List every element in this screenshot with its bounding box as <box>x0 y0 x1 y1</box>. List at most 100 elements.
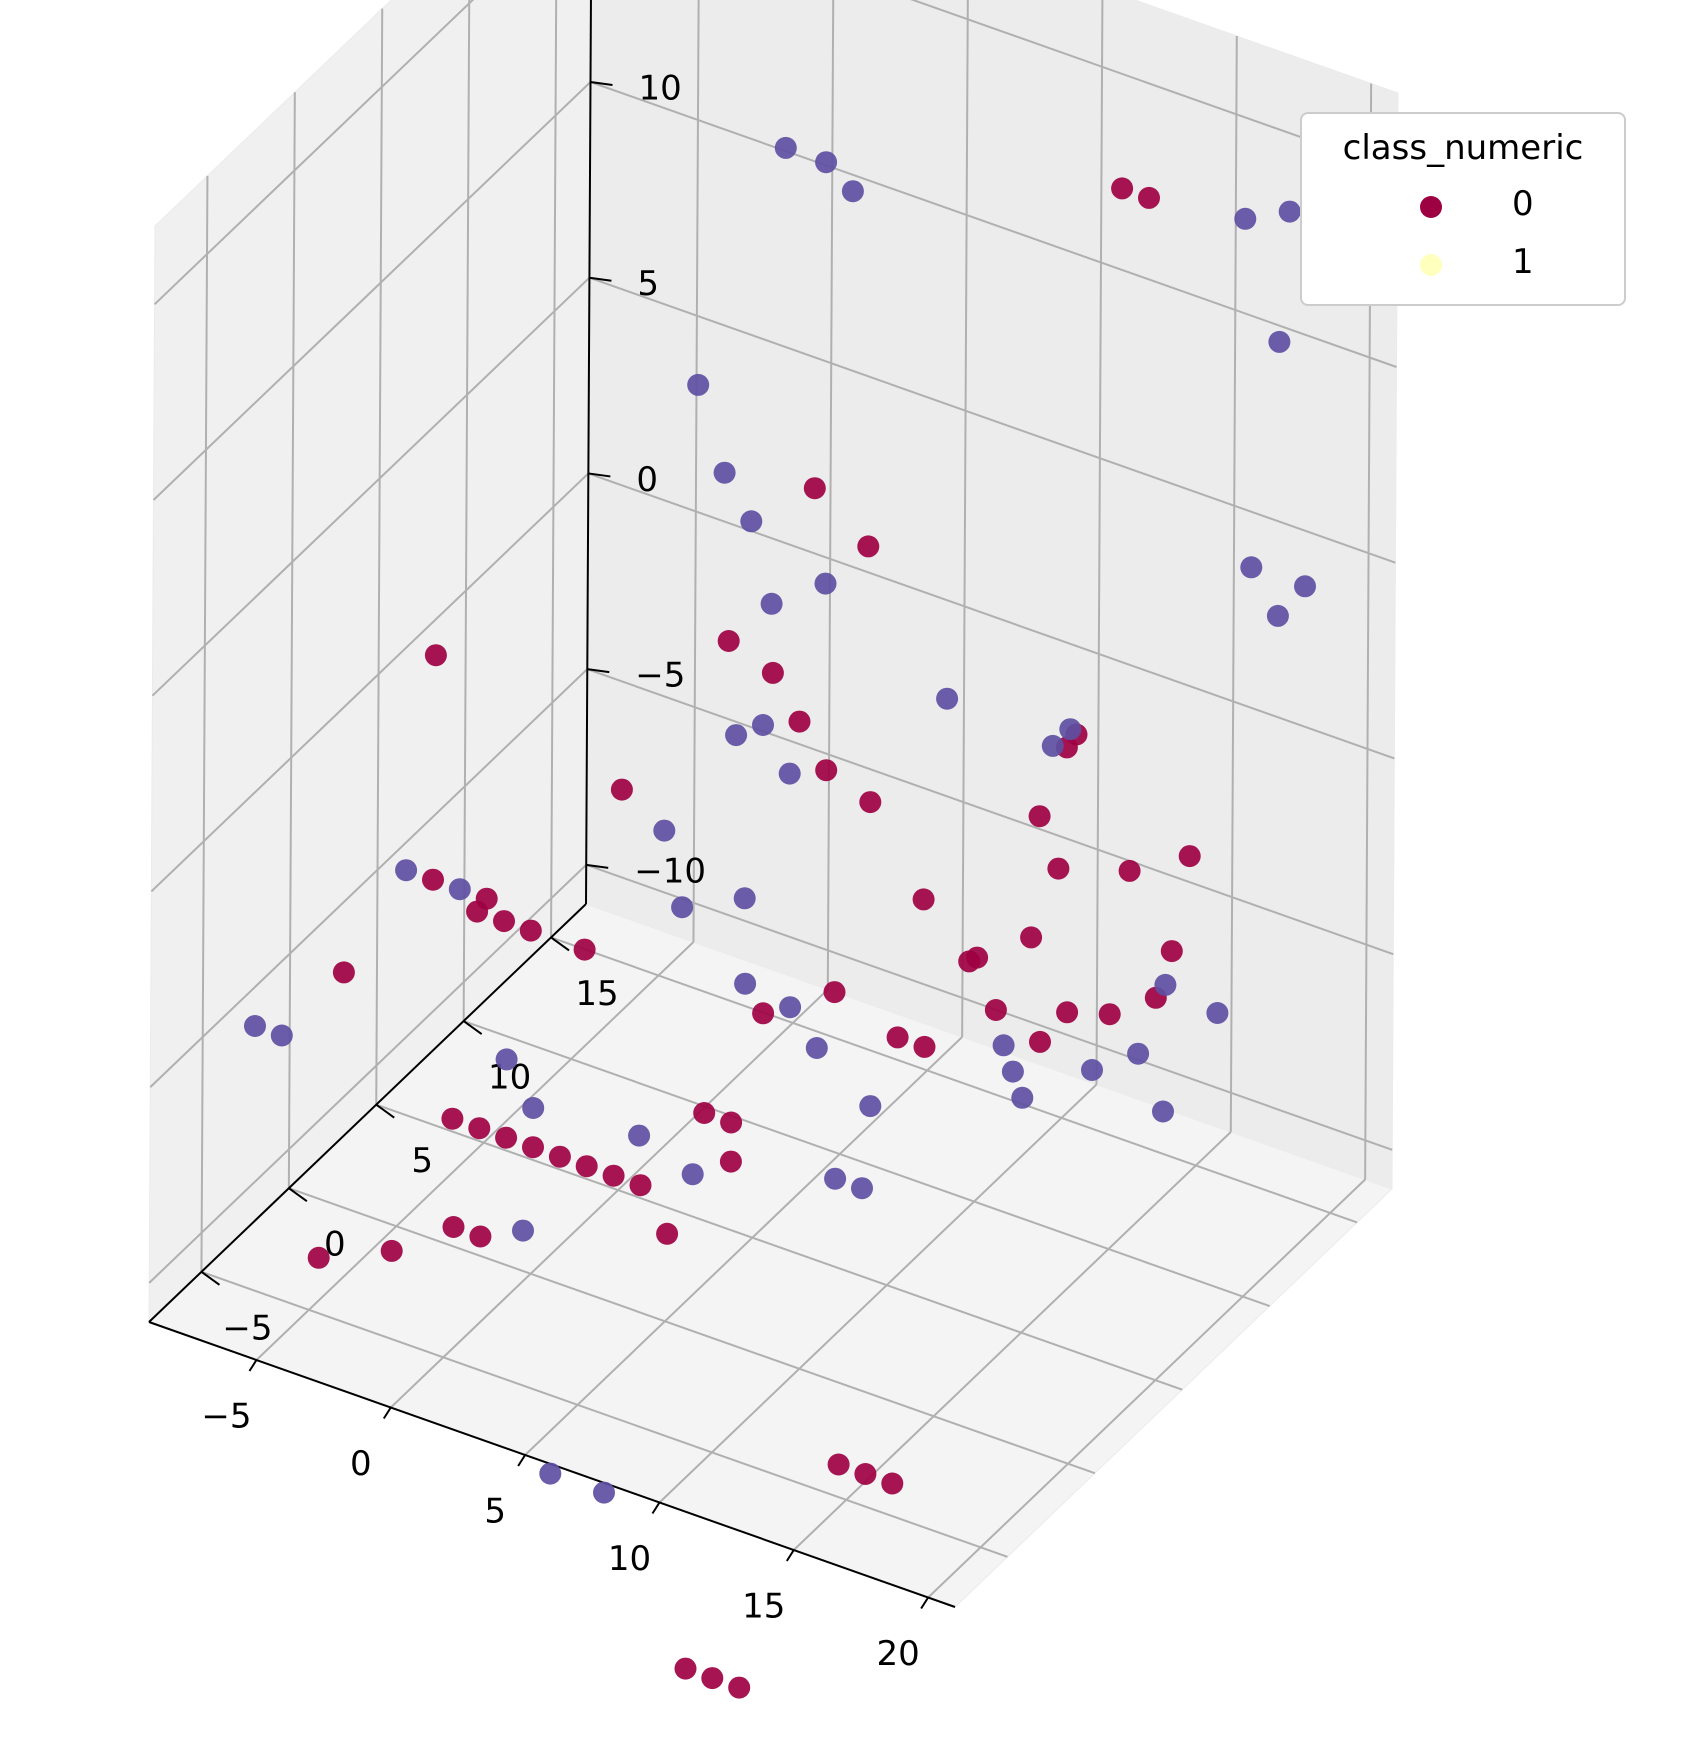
y-axis-tick <box>375 1103 395 1119</box>
grid-line <box>150 472 590 893</box>
grid-line <box>287 92 296 1189</box>
x-axis-tick-label: 0 <box>350 1444 372 1484</box>
y-axis-line <box>148 903 587 1323</box>
grid-line <box>588 472 1395 760</box>
data-point-0 <box>827 1453 850 1476</box>
legend-marker-icon <box>1420 196 1442 218</box>
data-point-0 <box>1028 805 1051 828</box>
y-axis-tick <box>550 936 570 952</box>
data-point-0 <box>719 1150 742 1173</box>
data-point-0 <box>913 1035 936 1058</box>
data-point-cluster <box>859 1095 882 1118</box>
x-axis-tick <box>785 1549 795 1562</box>
data-point-0 <box>1098 1003 1121 1026</box>
legend-label: 1 <box>1512 242 1534 282</box>
data-point-0 <box>522 1136 544 1159</box>
grid-line <box>658 1083 1098 1504</box>
legend-label: 0 <box>1512 184 1534 224</box>
data-point-cluster <box>774 136 797 159</box>
y-axis-tick-label: 15 <box>575 974 618 1014</box>
data-point-0 <box>701 1667 724 1690</box>
data-point-0 <box>815 759 838 782</box>
data-point-0 <box>475 887 498 910</box>
z-axis-tick <box>589 276 612 282</box>
legend-entry-0: 0 <box>1302 184 1624 230</box>
z-axis-tick-label: −10 <box>634 851 706 891</box>
data-point-cluster <box>512 1219 534 1242</box>
z-axis-tick <box>586 863 609 869</box>
grid-line <box>586 668 1394 956</box>
data-point-0 <box>575 1155 598 1178</box>
data-point-0 <box>854 1463 877 1485</box>
z-axis-tick <box>588 472 611 478</box>
data-point-0 <box>1111 177 1134 200</box>
grid-line <box>524 1036 963 1456</box>
x-axis-tick-label: 5 <box>484 1492 506 1532</box>
grid-line <box>149 668 588 1088</box>
data-point-0 <box>422 868 444 891</box>
data-point-cluster <box>752 714 774 736</box>
data-point-0 <box>441 1107 464 1130</box>
grid-line <box>390 988 829 1409</box>
data-point-cluster <box>1206 1002 1229 1024</box>
grid-line <box>375 8 384 1105</box>
data-point-0 <box>1160 940 1183 963</box>
grid-line <box>151 276 591 697</box>
y-axis-tick <box>200 1271 221 1286</box>
grid-line <box>961 0 969 1038</box>
z-axis-tick-label: 0 <box>636 460 658 500</box>
z-axis-tick-label: −5 <box>635 656 685 696</box>
data-point-cluster <box>1268 330 1291 353</box>
data-point-cluster <box>1154 973 1177 996</box>
legend: class_numeric 0 1 <box>1300 112 1626 306</box>
grid-line <box>152 81 592 501</box>
data-point-0 <box>674 1657 697 1680</box>
z-axis-line <box>585 0 592 905</box>
legend-entry-1: 1 <box>1302 242 1624 288</box>
data-point-cluster <box>1081 1059 1103 1081</box>
data-point-cluster <box>1041 734 1064 757</box>
data-point-0 <box>519 919 542 942</box>
data-point-0 <box>1020 926 1043 949</box>
z-axis-tick <box>590 81 613 86</box>
data-point-0 <box>548 1145 571 1168</box>
grid-line <box>375 1103 1183 1391</box>
grid-line <box>826 0 835 990</box>
y-axis-tick-label: 0 <box>324 1225 346 1265</box>
data-point-cluster <box>713 461 736 484</box>
data-point-cluster <box>448 878 471 901</box>
data-point-cluster <box>936 687 959 710</box>
x-axis-tick-label: 15 <box>742 1587 785 1627</box>
data-point-cluster <box>495 1048 518 1071</box>
y-axis-tick <box>288 1187 308 1203</box>
x-axis-tick <box>920 1596 929 1610</box>
data-point-0 <box>307 1246 330 1269</box>
data-point-0 <box>1029 1030 1051 1053</box>
data-point-cluster <box>824 1167 847 1190</box>
y-axis-tick-label: −5 <box>222 1308 272 1348</box>
x-axis-tick <box>248 1359 258 1372</box>
data-point-0 <box>720 1111 743 1134</box>
data-point-cluster <box>992 1034 1015 1057</box>
data-point-cluster <box>244 1015 266 1037</box>
data-point-0 <box>424 644 447 667</box>
x-axis-tick <box>517 1454 526 1467</box>
x-axis-tick-label: 20 <box>877 1634 920 1674</box>
grid-line <box>201 1270 1008 1558</box>
data-point-0 <box>573 938 596 961</box>
data-point-cluster <box>740 510 763 533</box>
data-point-cluster <box>725 724 748 747</box>
grid-line <box>153 0 475 306</box>
data-point-cluster <box>805 1037 828 1059</box>
z-axis-tick-label: 5 <box>637 264 659 304</box>
data-point-0 <box>1138 186 1160 209</box>
data-points <box>244 136 1316 1699</box>
axis-panes <box>148 0 1399 1608</box>
x-axis-tick <box>651 1501 661 1515</box>
z-axis-tick <box>587 668 610 674</box>
grid-line <box>589 276 1396 564</box>
data-point-cluster <box>539 1462 562 1485</box>
data-point-0 <box>442 1216 465 1238</box>
data-point-cluster <box>593 1481 615 1504</box>
